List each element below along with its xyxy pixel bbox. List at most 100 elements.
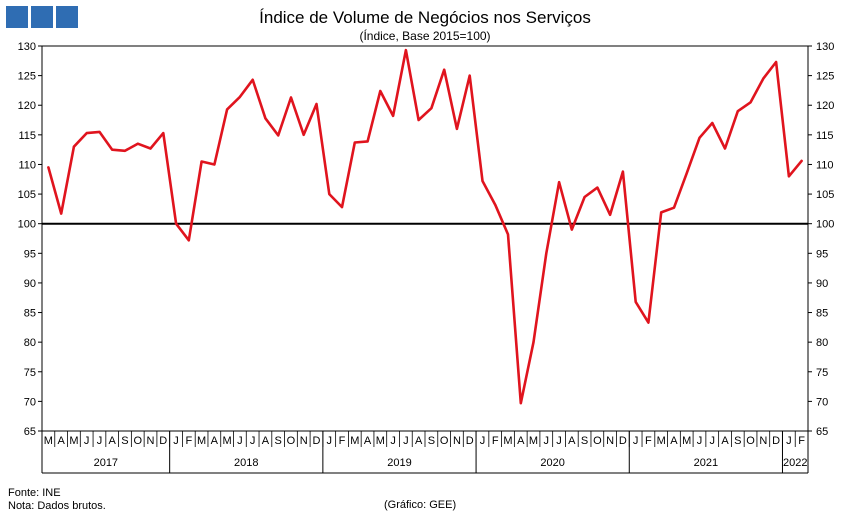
x-tick-label: J <box>97 435 103 447</box>
y-tick-label-left: 65 <box>24 426 36 438</box>
x-tick-label: M <box>682 435 691 447</box>
x-tick-label: M <box>197 435 206 447</box>
y-tick-label-left: 75 <box>24 367 36 379</box>
x-tick-label: S <box>428 435 435 447</box>
x-tick-label: A <box>517 435 525 447</box>
y-tick-label-left: 80 <box>24 337 36 349</box>
x-tick-label: O <box>287 435 296 447</box>
y-tick-label-left: 120 <box>18 100 36 112</box>
x-tick-label: O <box>746 435 755 447</box>
x-tick-label: J <box>250 435 256 447</box>
y-tick-label-left: 100 <box>18 219 36 231</box>
chart-subtitle: (Índice, Base 2015=100) <box>359 29 491 43</box>
x-tick-label: S <box>275 435 282 447</box>
x-tick-label: A <box>109 435 117 447</box>
chart-title: Índice de Volume de Negócios nos Serviço… <box>259 8 591 27</box>
x-year-label: 2017 <box>94 457 118 469</box>
y-tick-label-left: 70 <box>24 396 36 408</box>
y-tick-label-left: 130 <box>18 41 36 53</box>
y-tick-label-left: 125 <box>18 71 36 83</box>
x-tick-label: M <box>69 435 78 447</box>
x-tick-label: M <box>503 435 512 447</box>
x-tick-label: N <box>759 435 767 447</box>
x-tick-label: D <box>466 435 474 447</box>
y-tick-label-right: 130 <box>816 41 834 53</box>
x-tick-label: M <box>376 435 385 447</box>
x-tick-label: A <box>670 435 678 447</box>
x-tick-label: M <box>657 435 666 447</box>
x-tick-label: O <box>440 435 449 447</box>
x-tick-label: J <box>173 435 179 447</box>
y-tick-label-left: 90 <box>24 278 36 290</box>
x-tick-label: J <box>480 435 486 447</box>
logo-square <box>31 6 53 28</box>
plot-area <box>41 45 809 432</box>
x-tick-label: J <box>786 435 792 447</box>
x-tick-label: A <box>57 435 65 447</box>
y-tick-label-right: 110 <box>816 159 834 171</box>
x-tick-label: J <box>237 435 243 447</box>
x-tick-label: J <box>327 435 333 447</box>
x-tick-label: J <box>403 435 409 447</box>
x-tick-label: A <box>415 435 423 447</box>
x-year-label: 2019 <box>387 457 411 469</box>
x-tick-label: A <box>568 435 576 447</box>
x-tick-label: N <box>606 435 614 447</box>
x-tick-label: F <box>492 435 499 447</box>
x-year-label: 2021 <box>694 457 718 469</box>
x-tick-label: O <box>593 435 602 447</box>
y-tick-label-left: 105 <box>18 189 36 201</box>
y-tick-label-right: 90 <box>816 278 828 290</box>
x-tick-label: D <box>159 435 167 447</box>
x-tick-label: F <box>185 435 192 447</box>
data-note: Nota: Dados brutos. <box>8 500 106 512</box>
y-tick-label-right: 80 <box>816 337 828 349</box>
x-tick-label: N <box>300 435 308 447</box>
x-tick-label: A <box>721 435 729 447</box>
x-year-label: 2020 <box>540 457 564 469</box>
x-tick-label: J <box>633 435 639 447</box>
x-tick-label: A <box>211 435 219 447</box>
x-tick-label: M <box>529 435 538 447</box>
logo-square <box>56 6 78 28</box>
x-year-label: 2018 <box>234 457 258 469</box>
x-tick-label: J <box>710 435 716 447</box>
y-tick-label-left: 85 <box>24 308 36 320</box>
y-tick-label-right: 75 <box>816 367 828 379</box>
y-tick-label-left: 95 <box>24 248 36 260</box>
y-tick-label-right: 85 <box>816 308 828 320</box>
x-tick-label: J <box>544 435 550 447</box>
x-tick-label: M <box>223 435 232 447</box>
logo <box>6 6 78 28</box>
y-tick-label-right: 120 <box>816 100 834 112</box>
x-tick-label: M <box>350 435 359 447</box>
x-tick-label: F <box>798 435 805 447</box>
credit-note: (Gráfico: GEE) <box>384 499 457 511</box>
series-line <box>47 48 803 405</box>
x-tick-label: N <box>453 435 461 447</box>
logo-square <box>6 6 28 28</box>
x-year-label: 2022 <box>783 457 807 469</box>
source-note: Fonte: INE <box>8 487 61 499</box>
y-tick-label-left: 110 <box>18 159 36 171</box>
x-tick-label: J <box>84 435 90 447</box>
y-tick-label-right: 125 <box>816 71 834 83</box>
y-tick-label-right: 105 <box>816 189 834 201</box>
y-tick-label-right: 115 <box>816 130 834 142</box>
x-tick-label: J <box>697 435 703 447</box>
x-tick-label: A <box>262 435 270 447</box>
x-tick-label: F <box>339 435 346 447</box>
x-tick-label: D <box>619 435 627 447</box>
x-tick-label: J <box>556 435 562 447</box>
x-tick-label: A <box>364 435 372 447</box>
x-tick-label: J <box>390 435 396 447</box>
x-tick-label: M <box>44 435 53 447</box>
x-tick-label: D <box>772 435 780 447</box>
x-tick-label: S <box>734 435 741 447</box>
y-tick-label-right: 95 <box>816 248 828 260</box>
x-tick-label: S <box>581 435 588 447</box>
y-tick-label-right: 65 <box>816 426 828 438</box>
x-tick-label: F <box>645 435 652 447</box>
y-tick-label-left: 115 <box>18 130 36 142</box>
